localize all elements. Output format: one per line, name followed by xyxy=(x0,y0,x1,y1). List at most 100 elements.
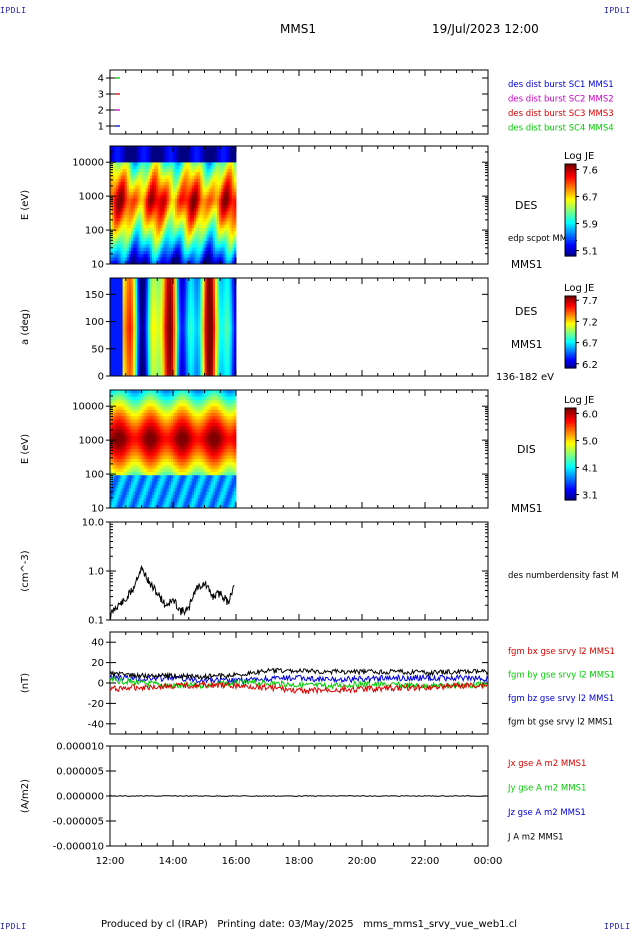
heatmap-cell xyxy=(112,435,115,440)
heatmap-cell xyxy=(233,332,237,336)
heatmap-cell xyxy=(185,191,189,196)
heatmap-cell xyxy=(124,237,128,242)
heatmap-cell xyxy=(189,178,193,183)
heatmap-cell xyxy=(225,362,228,366)
heatmap-cell xyxy=(223,250,226,255)
heatmap-cell xyxy=(124,313,128,317)
heatmap-cell xyxy=(206,231,210,235)
heatmap-cell xyxy=(120,396,123,401)
heatmap-cell xyxy=(158,168,161,173)
heatmap-cell xyxy=(183,162,186,167)
heatmap-cell xyxy=(114,409,117,414)
heatmap-cell xyxy=(118,435,121,440)
heatmap-cell xyxy=(202,168,205,173)
heatmap-cell xyxy=(170,278,174,282)
heatmap-cell xyxy=(164,324,168,328)
heatmap-cell xyxy=(145,343,149,347)
heatmap-cell xyxy=(126,419,130,424)
heatmap-cell xyxy=(227,278,231,282)
heatmap-cell xyxy=(229,370,233,374)
heatmap-cell xyxy=(215,302,218,306)
heatmap-cell xyxy=(221,168,224,173)
heatmap-cell xyxy=(110,237,113,242)
heatmap-cell xyxy=(114,445,117,450)
heatmap-cell xyxy=(189,218,193,222)
heatmap-cell xyxy=(196,149,199,153)
heatmap-cell xyxy=(143,305,147,309)
heatmap-cell xyxy=(175,337,178,342)
heatmap-cell xyxy=(160,254,163,258)
heatmap-cell xyxy=(168,356,172,361)
heatmap-cell xyxy=(173,332,176,336)
heatmap-cell xyxy=(164,155,168,160)
heatmap-cell xyxy=(185,195,189,199)
heatmap-cell xyxy=(145,286,149,290)
heatmap-cell xyxy=(116,234,119,239)
heatmap-cell xyxy=(154,354,157,358)
heatmap-cell xyxy=(152,280,155,284)
heatmap-cell xyxy=(162,324,165,328)
heatmap-cell xyxy=(116,302,119,306)
heatmap-cell xyxy=(168,373,172,377)
heatmap-cell xyxy=(114,172,117,176)
heatmap-cell xyxy=(112,359,115,363)
heatmap-cell xyxy=(217,373,220,377)
heatmap-cell xyxy=(231,365,235,369)
heatmap-cell xyxy=(152,321,155,325)
heatmap-cell xyxy=(225,237,228,242)
heatmap-cell xyxy=(227,152,231,157)
heatmap-cell xyxy=(170,178,174,183)
heatmap-cell xyxy=(122,393,126,397)
heatmap-cell xyxy=(164,283,168,287)
heatmap-cell xyxy=(128,367,132,371)
heatmap-cell xyxy=(118,257,121,262)
heatmap-cell xyxy=(229,286,233,290)
heatmap-cell xyxy=(187,307,191,312)
heatmap-cell xyxy=(217,316,220,320)
heatmap-cell xyxy=(206,175,210,180)
heatmap-cell xyxy=(118,406,121,411)
heatmap-cell xyxy=(110,468,113,473)
heatmap-cell xyxy=(215,224,218,229)
heatmap-cell xyxy=(187,302,191,306)
heatmap-cell xyxy=(154,365,157,369)
heatmap-cell xyxy=(194,343,197,347)
heatmap-cell xyxy=(194,340,197,344)
heatmap-cell xyxy=(143,188,147,193)
heatmap-cell xyxy=(181,302,184,306)
heatmap-cell xyxy=(110,481,113,486)
heatmap-cell xyxy=(212,241,216,245)
heatmap-cell xyxy=(215,343,218,347)
heatmap-cell xyxy=(143,175,147,180)
heatmap-cell xyxy=(131,340,134,344)
heatmap-cell xyxy=(215,149,218,153)
heatmap-cell xyxy=(221,241,224,245)
heatmap-cell xyxy=(175,178,178,183)
heatmap-cell xyxy=(152,307,155,312)
heatmap-cell xyxy=(152,297,155,301)
heatmap-cell xyxy=(212,208,216,212)
heatmap-cell xyxy=(170,373,174,377)
heatmap-cell xyxy=(116,250,119,255)
heatmap-cell xyxy=(120,152,123,157)
heatmap-cell xyxy=(170,185,174,190)
heatmap-cell xyxy=(164,343,168,347)
heatmap-cell xyxy=(120,435,123,440)
heatmap-cell xyxy=(118,307,121,312)
heatmap-cell xyxy=(158,297,161,301)
heatmap-cell xyxy=(143,195,147,199)
heatmap-cell xyxy=(110,224,113,229)
heatmap-cell xyxy=(231,318,235,322)
heatmap-cell xyxy=(175,283,178,287)
heatmap-cell xyxy=(149,159,153,163)
heatmap-cell xyxy=(131,367,134,371)
heatmap-cell xyxy=(166,221,170,226)
heatmap-cell xyxy=(189,343,193,347)
heatmap-cell xyxy=(179,208,182,212)
heatmap-cell xyxy=(202,214,205,219)
heatmap-cell xyxy=(173,370,176,374)
des-energy-sc-label: MMS1 xyxy=(511,259,542,271)
heatmap-cell xyxy=(221,162,224,167)
heatmap-cell xyxy=(147,234,151,239)
heatmap-cell xyxy=(204,224,207,229)
